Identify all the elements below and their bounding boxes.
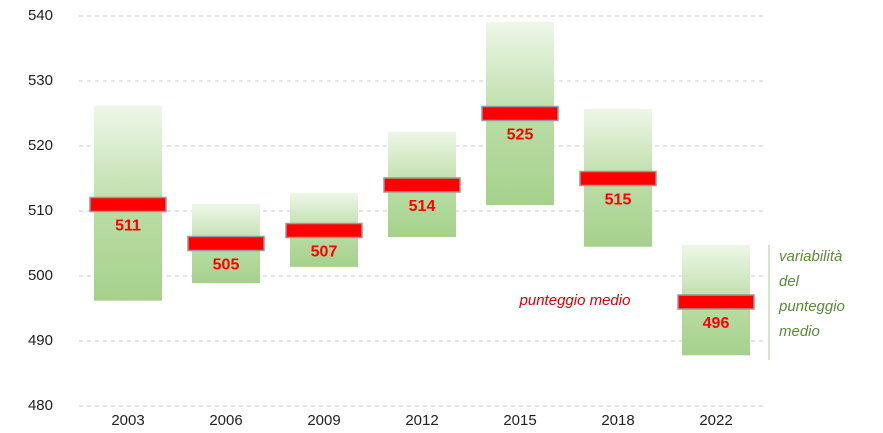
range-annotation: variabilità del punteggio medio — [779, 248, 845, 340]
mean-label: 507 — [311, 244, 338, 261]
mean-marker — [89, 196, 167, 213]
x-tick-label: 2022 — [699, 412, 732, 429]
mean-marker — [677, 294, 755, 310]
mean-marker — [383, 177, 461, 193]
y-tick-label: 520 — [28, 137, 53, 154]
mean-label: 496 — [703, 315, 730, 332]
x-tick-label: 2018 — [601, 412, 634, 429]
x-tick-label: 2015 — [503, 412, 536, 429]
y-tick-label: 530 — [28, 72, 53, 89]
y-tick-label: 480 — [28, 397, 53, 414]
x-tick-label: 2012 — [405, 412, 438, 429]
mean-marker — [187, 235, 265, 252]
x-tick-label: 2009 — [307, 412, 340, 429]
mean-marker — [285, 222, 363, 239]
y-tick-label: 490 — [28, 332, 53, 349]
mean-label: 525 — [507, 127, 534, 144]
mean-marker — [579, 170, 657, 187]
mean-annotation: punteggio medio — [519, 292, 631, 309]
y-tick-label: 540 — [28, 7, 53, 24]
y-tick-label: 510 — [28, 202, 53, 219]
x-tick-label: 2006 — [209, 412, 242, 429]
x-tick-label: 2003 — [111, 412, 144, 429]
mean-marker — [481, 105, 559, 122]
y-tick-label: 500 — [28, 267, 53, 284]
mean-label: 515 — [605, 192, 632, 209]
mean-label: 514 — [409, 198, 436, 215]
mean-label: 511 — [115, 218, 141, 235]
mean-label: 505 — [213, 257, 240, 274]
